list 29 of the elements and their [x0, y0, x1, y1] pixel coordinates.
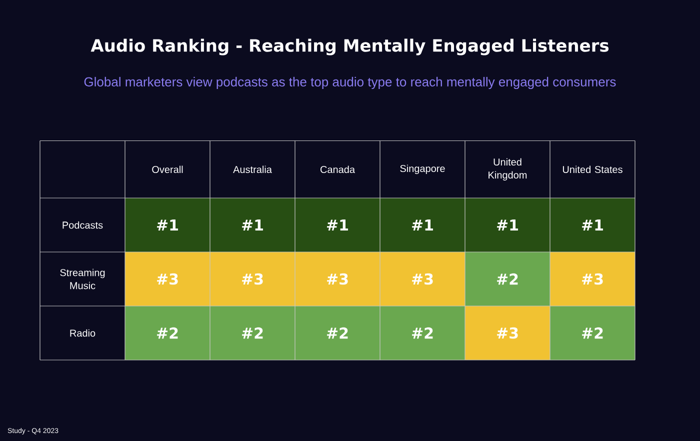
- data-label: #2: [157, 327, 178, 339]
- data-label: #1: [582, 220, 603, 230]
- data-label: #1: [157, 220, 178, 230]
- data-label: #3: [582, 273, 603, 285]
- data-label: #3: [242, 273, 263, 285]
- data-label: #3: [157, 273, 178, 285]
- x-tick-label: Overall: [152, 166, 183, 174]
- data-label: #2: [242, 327, 263, 339]
- y-tick-label: Podcasts: [62, 221, 103, 229]
- x-tick-label: Singapore: [400, 164, 445, 174]
- chart-title: Audio Ranking - Reaching Mentally Engaged Listeners: [90, 38, 609, 56]
- data-label: #1: [242, 220, 263, 230]
- x-tick-label: United States: [562, 166, 622, 174]
- chart-subtitle: Global marketers view podcasts as the top audio type to reach mentally engaged consumers: [84, 76, 616, 90]
- data-label: #3: [412, 273, 433, 285]
- data-label: #2: [327, 327, 348, 339]
- data-label: #2: [497, 273, 518, 285]
- x-tick-label: Canada: [320, 166, 356, 174]
- data-label: #2: [412, 327, 433, 339]
- data-label: #3: [327, 273, 348, 285]
- data-label: #1: [412, 220, 433, 230]
- y-tick-label: Streaming Music: [60, 268, 105, 290]
- data-label: #1: [327, 220, 348, 230]
- data-label: #2: [582, 327, 603, 339]
- y-tick-label: Radio: [70, 329, 96, 337]
- x-tick-label: Australia: [233, 166, 272, 174]
- data-label: #3: [497, 327, 518, 339]
- x-tick-label: United Kingdom: [488, 158, 527, 181]
- data-label: #1: [497, 220, 518, 230]
